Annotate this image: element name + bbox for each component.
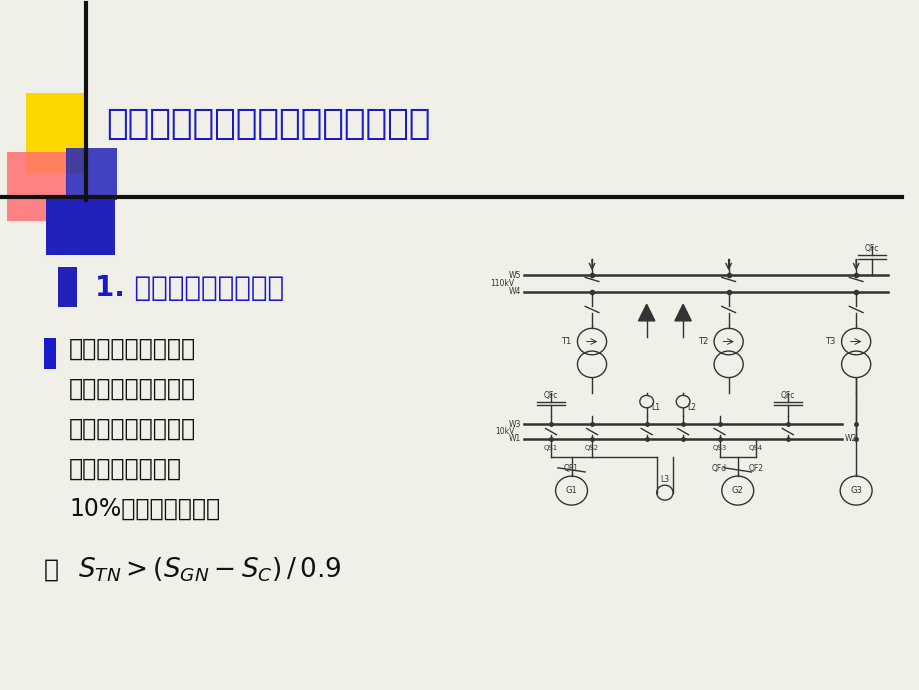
Text: G1: G1 [565,486,577,495]
Polygon shape [638,304,654,321]
Text: 容量应按发电机的额: 容量应按发电机的额 [69,377,196,400]
Bar [7,152,67,221]
Text: G3: G3 [849,486,861,495]
Text: 10kV: 10kV [494,427,514,436]
Text: L3: L3 [660,475,669,484]
Text: QS4: QS4 [748,445,762,451]
Text: 即: 即 [44,558,59,581]
Text: G2: G2 [732,486,743,495]
Text: $S_{TN} > (S_{GN} - S_C)\,/\,0.9$: $S_{TN} > (S_{GN} - S_C)\,/\,0.9$ [78,555,341,584]
Text: W5: W5 [508,270,521,280]
Text: QS1: QS1 [543,445,558,451]
Text: 一、变压器容量和台数的确定原则: 一、变压器容量和台数的确定原则 [106,107,430,141]
Polygon shape [675,304,690,321]
Text: QFc: QFc [543,391,558,400]
Text: W4: W4 [508,287,521,297]
Text: 110kV: 110kV [490,279,514,288]
Text: 1. 单元接线的主变压器: 1. 单元接线的主变压器 [95,275,284,302]
Text: W3: W3 [508,420,521,429]
Text: 厂用负荷后，留有: 厂用负荷后，留有 [69,457,182,480]
Text: W1: W1 [508,434,521,444]
Text: QF1: QF1 [563,464,578,473]
Text: QFc: QFc [780,391,794,400]
Text: QS2: QS2 [584,445,598,451]
Text: QS3: QS3 [711,445,726,451]
Text: T1: T1 [561,337,571,346]
Text: QF2: QF2 [748,464,763,473]
Bar [44,338,56,369]
Text: 定容量扣除本机组的: 定容量扣除本机组的 [69,417,196,440]
Text: L1: L1 [651,403,660,413]
Bar [66,148,117,200]
Bar [58,267,77,307]
Text: 单元接线的主变压器: 单元接线的主变压器 [69,337,196,360]
Bar [46,197,115,255]
Text: L2: L2 [686,403,696,413]
Text: T3: T3 [824,337,834,346]
Text: W2: W2 [844,434,857,444]
Text: 10%的裕度来确定。: 10%的裕度来确定。 [69,497,220,520]
Text: QFd: QFd [711,464,726,473]
Text: QFc: QFc [864,244,879,253]
Text: T2: T2 [698,337,708,346]
Bar [26,93,85,172]
